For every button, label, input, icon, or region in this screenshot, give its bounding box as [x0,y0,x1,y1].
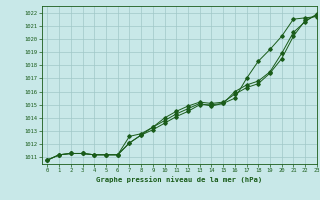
X-axis label: Graphe pression niveau de la mer (hPa): Graphe pression niveau de la mer (hPa) [96,176,262,183]
